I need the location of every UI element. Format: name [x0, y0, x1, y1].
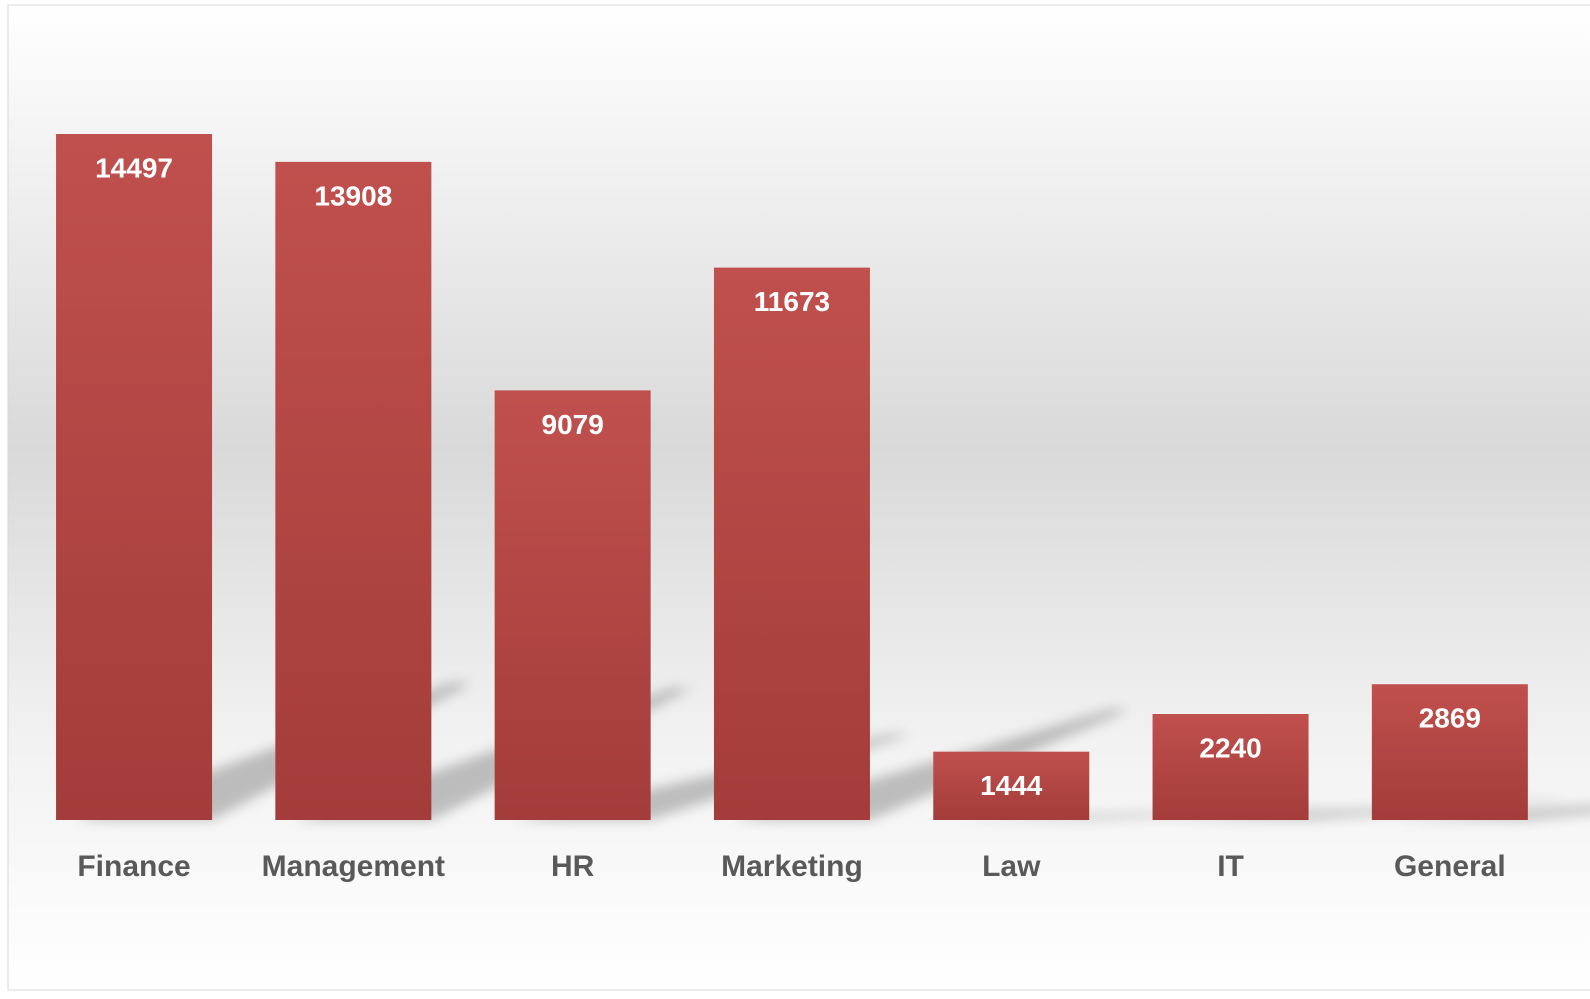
x-tick-label: General [1394, 850, 1506, 883]
x-tick-label: HR [551, 850, 595, 883]
x-tick-label: Management [262, 850, 445, 883]
bar [933, 751, 1090, 820]
bar [1152, 714, 1309, 820]
x-tick-label: IT [1217, 850, 1244, 883]
data-label: 2869 [1419, 703, 1481, 734]
data-label: 9079 [542, 409, 604, 440]
bar [275, 161, 432, 820]
x-tick-label: Law [982, 850, 1041, 883]
data-label: 2240 [1199, 732, 1261, 763]
data-label: 13908 [314, 180, 392, 211]
x-tick-label: Finance [77, 850, 190, 883]
bar [1371, 684, 1528, 820]
data-label: 1444 [980, 770, 1043, 801]
data-label: 11673 [754, 286, 830, 317]
x-tick-label: Marketing [721, 850, 863, 883]
bar [494, 390, 651, 820]
data-label: 14497 [95, 152, 173, 183]
bar [713, 267, 870, 820]
bar [56, 134, 213, 820]
